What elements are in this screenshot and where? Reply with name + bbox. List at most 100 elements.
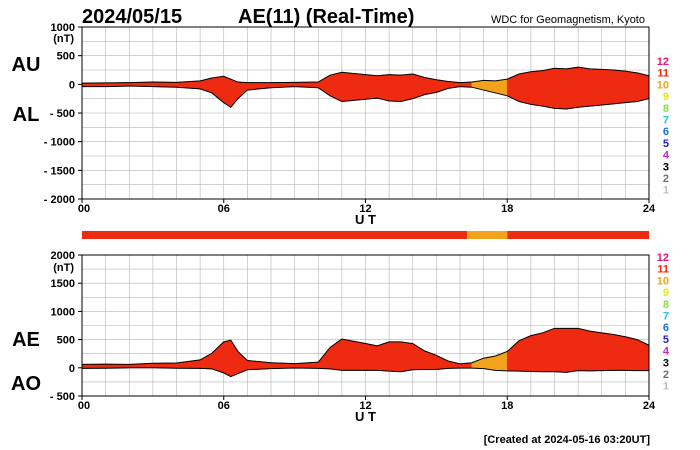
- quality-level-9: 9: [663, 91, 669, 103]
- quality-level-4: 4: [663, 346, 670, 358]
- quality-level-1: 1: [663, 381, 669, 393]
- area-segment: [237, 81, 248, 100]
- x-tick-label: 12: [359, 400, 371, 412]
- area-segment: [471, 357, 484, 369]
- area-segment: [377, 74, 390, 102]
- area-segment: [495, 351, 508, 372]
- y-tick-label: - 500: [50, 391, 75, 403]
- area-segment: [365, 343, 378, 371]
- x-tick-label: 06: [218, 203, 230, 215]
- area-segment: [223, 339, 232, 378]
- station-bar-segment: [82, 231, 468, 239]
- area-segment: [530, 332, 543, 373]
- area-segment: [577, 327, 591, 372]
- area-segment: [353, 340, 366, 371]
- quality-level-10: 10: [657, 79, 669, 91]
- x-tick-label: 18: [501, 400, 513, 412]
- quality-level-12: 12: [657, 252, 669, 264]
- area-segment: [223, 75, 232, 108]
- plot-title: AE(11) (Real-Time): [238, 6, 414, 28]
- lower-grid: [82, 255, 649, 396]
- series-line-al: [82, 85, 650, 110]
- area-segment: [636, 72, 650, 102]
- quality-level-11: 11: [657, 264, 669, 276]
- quality-level-9: 9: [663, 287, 669, 299]
- quality-level-1: 1: [663, 185, 669, 197]
- x-tick-label: 06: [218, 400, 230, 412]
- quality-level-5: 5: [663, 334, 669, 346]
- area-segment: [530, 70, 543, 107]
- au-label: AU: [12, 54, 41, 76]
- upper-series: [81, 66, 650, 110]
- lower-x-ticks: 00 06 12 18 24: [78, 396, 656, 412]
- area-segment: [518, 71, 532, 105]
- area-segment: [353, 73, 366, 101]
- area-segment: [542, 67, 555, 109]
- y-tick-label: 0: [69, 363, 75, 375]
- area-segment: [589, 68, 603, 107]
- plot-date: 2024/05/15: [82, 6, 182, 28]
- upper-unit-label: (nT): [53, 33, 74, 45]
- y-tick-label: 2000: [51, 250, 75, 262]
- area-segment: [400, 341, 414, 373]
- quality-level-5: 5: [663, 138, 669, 150]
- lower-y-ticks: 2000 1500 1000 500 0 - 500: [50, 250, 82, 403]
- area-segment: [400, 73, 414, 102]
- al-label: AL: [13, 104, 40, 126]
- series-line-ao: [81, 367, 649, 378]
- area-segment: [613, 334, 626, 371]
- y-tick-label: 500: [57, 51, 75, 63]
- created-timestamp: [Created at 2024-05-16 03:20UT]: [484, 434, 651, 446]
- x-tick-label: 24: [643, 203, 656, 215]
- area-segment: [341, 338, 354, 371]
- y-tick-label: - 2000: [44, 194, 75, 206]
- x-tick-label: 24: [643, 400, 656, 412]
- y-tick-label: 500: [57, 335, 75, 347]
- area-segment: [601, 332, 614, 371]
- y-tick-label: - 1000: [44, 137, 75, 149]
- upper-y-ticks: 1000 500 0 - 500 - 1000 - 1500 - 2000: [44, 22, 82, 206]
- area-segment: [566, 66, 579, 110]
- quality-level-3: 3: [663, 161, 669, 173]
- y-tick-label: - 500: [50, 108, 75, 120]
- ae-label: AE: [12, 329, 40, 351]
- ao-label: AO: [11, 373, 41, 395]
- area-segment: [613, 69, 626, 105]
- quality-level-11: 11: [657, 68, 669, 80]
- area-segment: [211, 341, 225, 374]
- quality-level-4: 4: [663, 150, 670, 162]
- area-segment: [518, 335, 532, 372]
- lower-unit-label: (nT): [53, 262, 74, 274]
- upper-grid: [82, 27, 649, 199]
- area-segment: [625, 336, 638, 371]
- area-segment: [436, 354, 449, 370]
- quality-level-8: 8: [663, 299, 669, 311]
- y-tick-label: 1000: [51, 22, 75, 34]
- quality-level-2: 2: [663, 369, 669, 381]
- area-segment: [554, 328, 567, 373]
- area-segment: [424, 77, 437, 96]
- station-availability-bar: [82, 231, 649, 239]
- area-segment: [377, 341, 390, 372]
- area-segment: [317, 346, 331, 370]
- area-segment: [388, 341, 402, 373]
- y-tick-label: 1500: [51, 278, 75, 290]
- area-segment: [554, 67, 567, 110]
- x-tick-label: 12: [359, 203, 371, 215]
- quality-level-3: 3: [663, 357, 669, 369]
- quality-level-8: 8: [663, 103, 669, 115]
- station-bar-segment: [467, 231, 508, 239]
- x-tick-label: 18: [501, 203, 513, 215]
- area-segment: [577, 66, 591, 108]
- area-segment: [365, 74, 378, 100]
- area-segment: [625, 70, 638, 104]
- series-line-au: [81, 66, 650, 84]
- data-source: WDC for Geomagnetism, Kyoto: [491, 14, 645, 26]
- area-segment: [341, 71, 354, 102]
- area-segment: [199, 352, 213, 370]
